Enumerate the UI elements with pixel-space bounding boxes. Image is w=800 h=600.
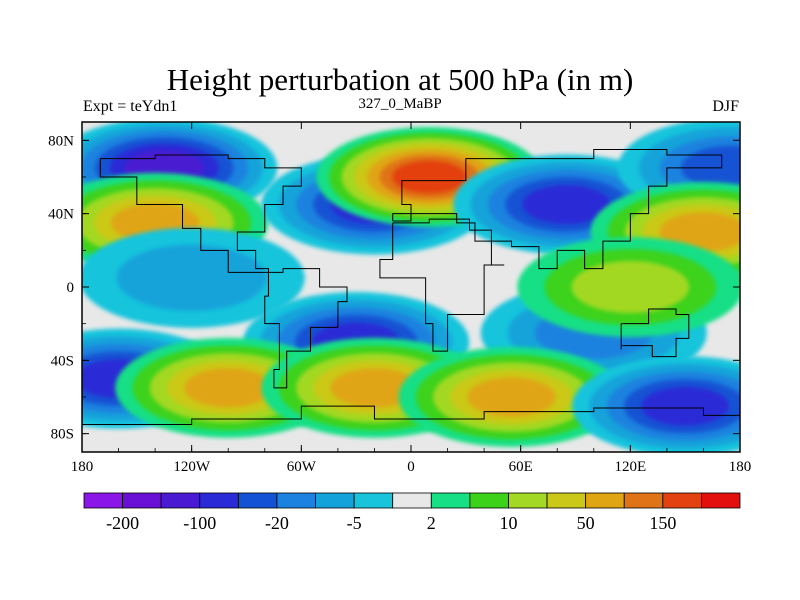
x-tick-label: 120W: [173, 459, 211, 475]
colorbar-swatch: [353, 492, 394, 509]
x-tick-label: 60E: [509, 459, 533, 475]
colorbar-swatch: [237, 492, 278, 509]
x-tick-label: 0: [407, 459, 415, 475]
coastline-1: [264, 268, 348, 389]
coastline-0: [99, 154, 302, 273]
chart-title: Height perturbation at 500 hPa (in m): [166, 62, 634, 97]
contour-field-3-level-6: [392, 160, 467, 194]
colorbar-swatch: [430, 492, 471, 509]
y-tick-label: 40N: [48, 207, 74, 223]
colorbar-swatch: [83, 492, 123, 509]
colorbar-swatch: [662, 492, 702, 509]
coastline-5: [82, 405, 740, 425]
contour-field-4-level-4: [522, 185, 611, 224]
colorbar-swatch: [199, 492, 239, 509]
x-tick-label: 60W: [287, 459, 317, 475]
y-tick-label: 80S: [51, 427, 74, 443]
colorbar-label: 2: [427, 513, 436, 533]
colorbar-swatch: [508, 492, 548, 509]
coastline-2: [379, 218, 505, 352]
x-tick-label: 180: [729, 459, 752, 475]
colorbar-swatch: [585, 492, 625, 509]
experiment-label: Expt = teYdn1: [83, 98, 178, 115]
colorbar-swatch: [392, 492, 432, 509]
colorbar-swatch: [315, 492, 355, 509]
colorbar-swatch: [160, 492, 201, 509]
colorbar-swatch: [122, 492, 162, 509]
colorbar-label: 50: [577, 513, 595, 533]
colorbar-label: -100: [183, 513, 216, 533]
colorbar-label: -200: [106, 513, 139, 533]
colorbar-swatch: [469, 492, 509, 509]
colorbar-swatch: [701, 492, 741, 509]
coastlines: [82, 149, 740, 425]
y-tick-label: 0: [67, 280, 75, 296]
x-tick-label: 180: [71, 459, 94, 475]
x-tick-label: 120E: [614, 459, 646, 475]
colorbar-label: -5: [347, 513, 362, 533]
colorbar-label: -20: [265, 513, 289, 533]
colorbar-swatch: [276, 492, 316, 509]
season-label: DJF: [712, 98, 739, 115]
coastline-4: [620, 308, 690, 358]
contour-field-12-level-4: [330, 368, 419, 408]
coastline-3: [392, 149, 723, 270]
contour-field-13-level-4: [467, 377, 556, 417]
contour-field-15-level-2: [571, 261, 690, 313]
contour-field-7-level-1: [116, 244, 267, 312]
y-tick-label: 40S: [51, 353, 74, 369]
contour-field-6-level-4: [659, 212, 740, 252]
colorbar-label: 150: [649, 513, 676, 533]
colorbar-swatch: [546, 492, 587, 509]
colorbar-label: 10: [499, 513, 517, 533]
y-tick-label: 80N: [48, 133, 74, 149]
period-label: 327_0_MaBP: [358, 96, 442, 112]
contour-field-14-level-4: [641, 386, 730, 426]
contour-field-11-level-4: [184, 368, 273, 408]
colorbar-swatch: [623, 492, 664, 509]
